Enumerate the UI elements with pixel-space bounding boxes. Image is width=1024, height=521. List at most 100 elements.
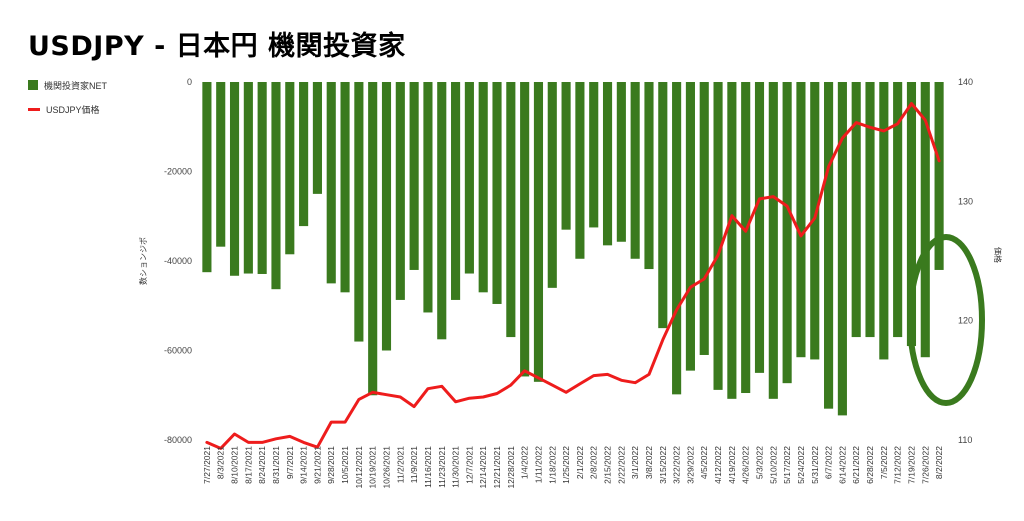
bar [202, 82, 212, 273]
bar [782, 82, 792, 384]
bar [727, 82, 737, 399]
x-tick-label: 10/26/2021 [382, 446, 392, 489]
x-tick-label: 7/12/2022 [893, 446, 903, 484]
x-tick-label: 8/17/2021 [243, 446, 253, 484]
x-tick-label: 2/22/2022 [616, 446, 626, 484]
bar [243, 82, 253, 274]
x-tick-label: 11/30/2021 [451, 446, 461, 488]
legend-bar-swatch [28, 80, 38, 90]
bar [381, 82, 392, 351]
y-right-tick-label: 130 [958, 196, 973, 206]
bar [685, 82, 695, 371]
bar [312, 82, 322, 194]
y-left-tick-label: -80000 [164, 435, 192, 445]
x-tick-label: 11/2/2021 [395, 446, 405, 483]
x-tick-label: 2/15/2022 [603, 446, 613, 484]
x-tick-label: 9/14/2021 [299, 446, 309, 484]
bar [589, 82, 599, 228]
bar [340, 82, 350, 293]
x-tick-label: 3/8/2022 [644, 446, 654, 479]
bar [865, 82, 875, 338]
y-left-tick-label: -20000 [164, 167, 192, 177]
x-tick-label: 7/26/2022 [920, 446, 930, 484]
x-tick-label: 7/19/2022 [906, 446, 916, 484]
x-tick-label: 8/24/2021 [257, 446, 267, 484]
x-tick-label: 12/21/2021 [492, 446, 502, 489]
y-right-tick-label: 140 [958, 77, 973, 87]
bar [299, 82, 309, 227]
bar [851, 82, 861, 338]
x-tick-label: 3/15/2022 [658, 446, 668, 484]
x-tick-label: 3/22/2022 [672, 446, 682, 484]
bar [837, 82, 847, 416]
legend-price-label: USDJPY価格 [46, 104, 100, 115]
x-tick-label: 11/9/2021 [409, 446, 419, 483]
x-tick-label: 12/7/2021 [464, 446, 474, 484]
bar [672, 82, 682, 395]
x-tick-label: 3/29/2022 [685, 446, 695, 484]
y-right-tick-label: 120 [958, 316, 973, 326]
bar [934, 82, 944, 270]
bar [699, 82, 709, 355]
x-tick-label: 1/18/2022 [547, 446, 557, 484]
bar [285, 82, 295, 255]
x-tick-label: 6/7/2022 [824, 446, 834, 479]
bar [906, 82, 917, 347]
bar [810, 82, 820, 360]
bar [520, 82, 530, 377]
bar [879, 82, 889, 360]
bar [547, 82, 557, 288]
bar [395, 82, 405, 300]
x-tick-label: 2/1/2022 [575, 446, 585, 479]
y-right-axis-title: 価格 [993, 247, 1003, 263]
bar [506, 82, 516, 338]
bar [893, 82, 903, 338]
x-tick-label: 12/14/2021 [478, 446, 488, 489]
annotation-ellipse [907, 234, 985, 406]
x-tick-label: 10/12/2021 [354, 446, 364, 489]
bar [616, 82, 626, 242]
bar [492, 82, 502, 304]
legend-net-label: 機関投資家NET [44, 80, 108, 91]
bar [326, 82, 336, 284]
bar [754, 82, 765, 373]
x-tick-label: 8/2/2022 [934, 446, 944, 479]
x-tick-label: 10/5/2021 [340, 446, 350, 484]
x-tick-label: 8/3/2021 [216, 446, 226, 479]
bar [602, 82, 613, 246]
x-tick-label: 4/5/2022 [699, 446, 709, 479]
x-tick-label: 11/23/2021 [437, 446, 447, 488]
x-tick-label: 9/21/2021 [312, 446, 322, 484]
x-tick-label: 1/4/2022 [520, 446, 530, 479]
x-tick-label: 6/14/2022 [837, 446, 847, 484]
bar [575, 82, 585, 259]
bar [409, 82, 419, 270]
bar [768, 82, 778, 399]
x-tick-label: 11/16/2021 [423, 446, 433, 488]
y-left-tick-label: -60000 [164, 346, 192, 356]
y-left-tick-label: 0 [187, 77, 192, 87]
x-tick-label: 7/5/2022 [879, 446, 889, 479]
x-tick-label: 8/31/2021 [271, 446, 281, 484]
x-tick-label: 7/27/2021 [202, 446, 212, 484]
x-tick-label: 9/28/2021 [326, 446, 336, 484]
x-tick-label: 3/1/2022 [630, 446, 640, 479]
x-tick-label: 9/7/2021 [285, 446, 295, 479]
x-tick-label: 1/25/2022 [561, 446, 571, 484]
x-tick-label: 6/28/2022 [865, 446, 875, 484]
chart-legend: 機関投資家NET USDJPY価格 [28, 76, 107, 124]
bar [354, 82, 364, 342]
bar [368, 82, 378, 396]
x-tick-label: 12/28/2021 [506, 446, 516, 489]
y-left-tick-label: -40000 [164, 256, 192, 266]
x-tick-label: 6/21/2022 [851, 446, 861, 484]
bar [257, 82, 267, 274]
bar [437, 82, 447, 340]
price-line [205, 102, 941, 450]
bar [478, 82, 488, 293]
x-tick-label: 2/8/2022 [589, 446, 599, 479]
bar [423, 82, 433, 313]
x-tick-label: 5/17/2022 [782, 446, 792, 484]
bar [451, 82, 461, 300]
